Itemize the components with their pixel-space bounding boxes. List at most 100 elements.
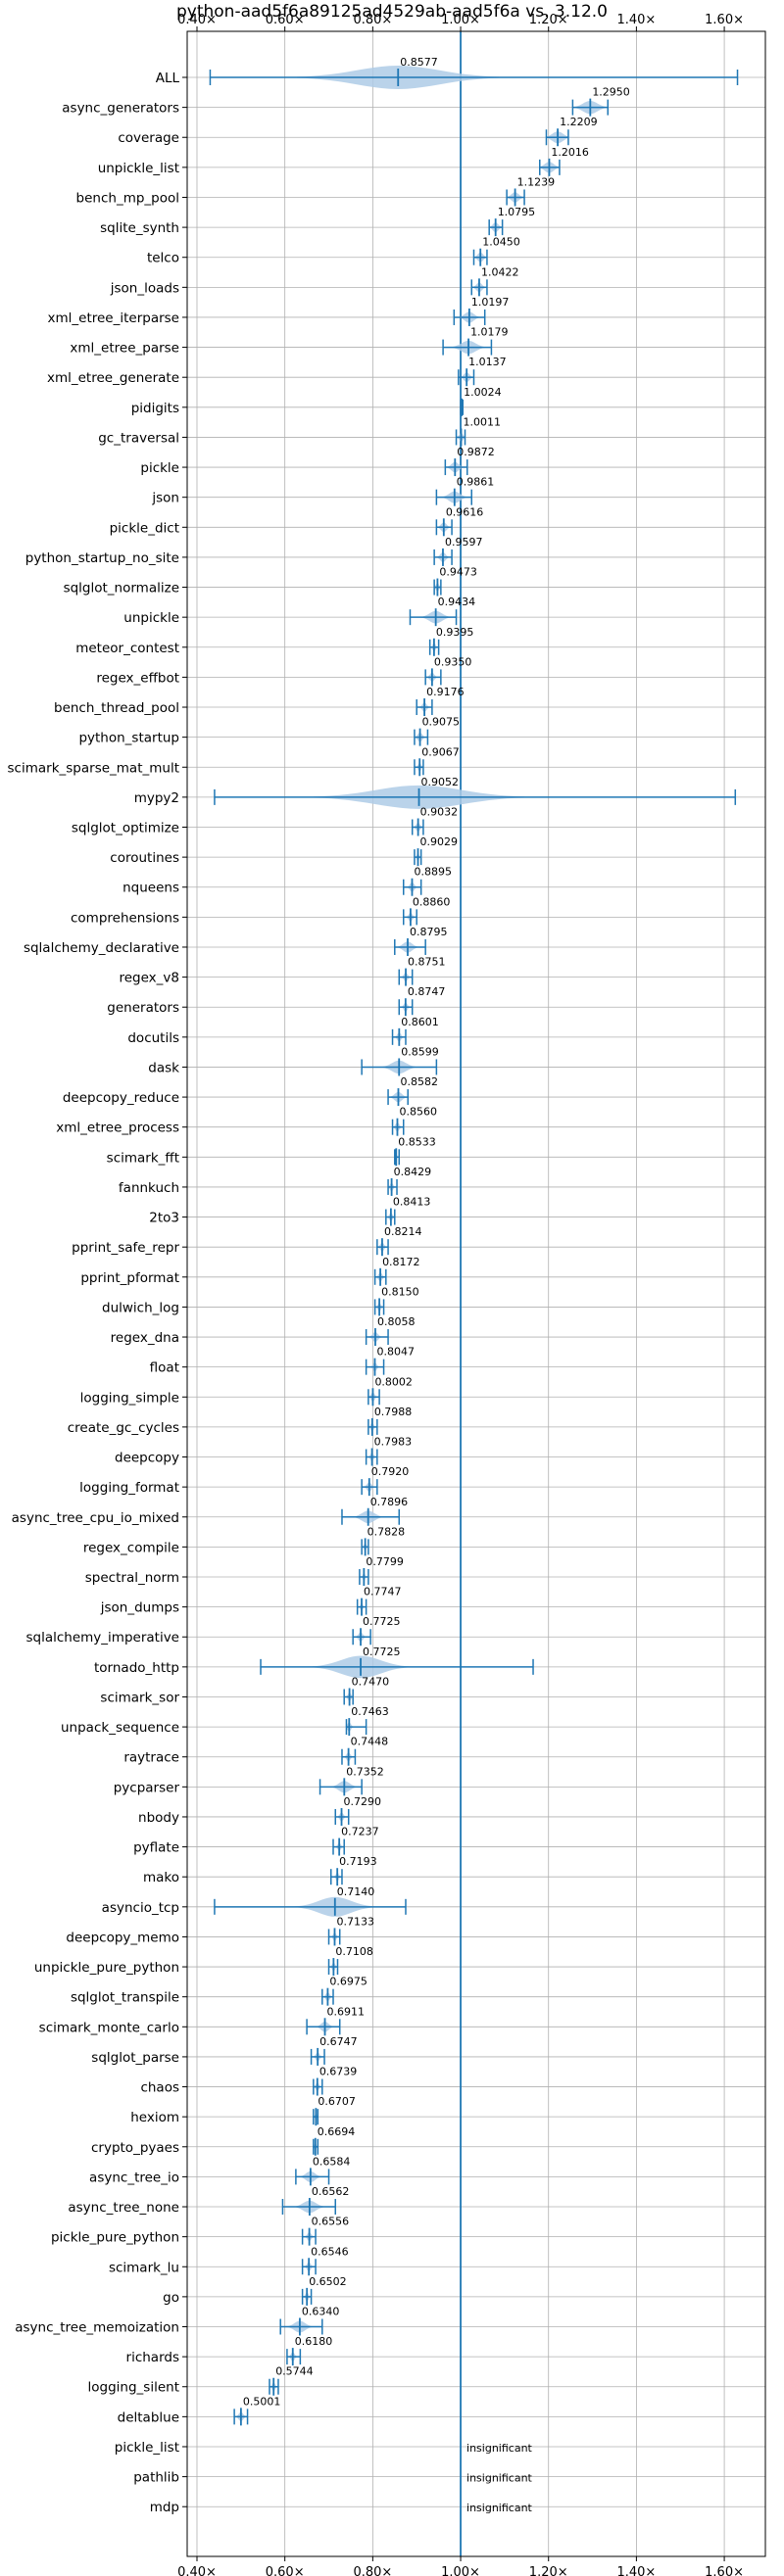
x-tick-label-top: 1.00× (441, 13, 480, 27)
value-label: 0.8533 (398, 1135, 436, 1148)
value-label: 0.8582 (400, 1075, 438, 1088)
category-label: scimark_sparse_mat_mult (8, 760, 179, 776)
value-label: 0.5744 (275, 2365, 314, 2378)
value-label: 0.9350 (434, 655, 472, 668)
value-label: 1.0137 (468, 356, 507, 368)
value-label: 0.8860 (413, 895, 451, 908)
x-tick-label-top: 0.40× (177, 13, 217, 27)
category-label: spectral_norm (85, 1570, 179, 1586)
category-label: async_generators (62, 101, 179, 117)
value-label: 0.6546 (311, 2245, 349, 2258)
category-label: json_loads (110, 280, 179, 296)
violin-marks (209, 31, 739, 2556)
category-label: meteor_contest (75, 641, 179, 656)
category-label: xml_etree_generate (47, 370, 179, 386)
category-label: xml_etree_process (56, 1121, 179, 1136)
value-label: 0.8172 (382, 1256, 420, 1268)
labels: 0.40× 0.40× 0.60× 0.60× 0.80× 0.80× 1.00× 1.00×… (8, 13, 744, 2576)
value-label: 0.8577 (400, 56, 438, 69)
category-label: regex_compile (83, 1540, 179, 1555)
x-tick-label-bottom: 1.20× (529, 2565, 568, 2576)
category-label: async_tree_none (68, 2200, 179, 2216)
category-label: nqueens (122, 881, 179, 896)
x-tick-label-top: 0.80× (353, 13, 392, 27)
value-label: 0.9861 (457, 476, 495, 489)
value-label: 0.6747 (319, 2035, 358, 2048)
value-label: 0.7896 (370, 1496, 409, 1508)
value-label: 0.9075 (422, 716, 461, 729)
category-label: unpickle (123, 610, 179, 626)
value-label: 0.7463 (351, 1705, 389, 1718)
x-tick-label-bottom: 1.00× (441, 2565, 480, 2576)
category-label: pycparser (114, 1780, 180, 1795)
category-label: coverage (118, 130, 179, 146)
value-label: 0.6584 (313, 2155, 351, 2168)
value-label: 0.8150 (381, 1285, 419, 1298)
value-label: 0.7352 (346, 1765, 384, 1778)
category-label: pprint_safe_repr (72, 1240, 179, 1256)
value-label: 1.0197 (471, 296, 510, 309)
category-label: sqlglot_normalize (64, 581, 179, 596)
value-label: 0.9067 (421, 745, 460, 758)
category-label: unpack_sequence (61, 1720, 179, 1736)
category-label: telco (147, 251, 179, 266)
category-label: scimark_monte_carlo (39, 2020, 179, 2035)
category-label: json_dumps (100, 1600, 179, 1616)
value-label: 0.7988 (374, 1406, 413, 1418)
category-label: hexiom (130, 2110, 179, 2125)
category-label: docutils (127, 1030, 179, 1046)
value-label: 0.7983 (374, 1436, 413, 1449)
value-label: 0.7448 (351, 1736, 389, 1748)
x-tick-label-top: 1.20× (529, 13, 568, 27)
value-label: 0.8413 (393, 1196, 431, 1209)
category-label: generators (107, 1000, 179, 1016)
value-label: 0.8599 (401, 1045, 439, 1058)
insignificant-label: insignificant (466, 2502, 533, 2514)
value-label: 0.7725 (363, 1615, 401, 1628)
category-label: logging_simple (80, 1390, 179, 1406)
value-label: 0.9597 (445, 536, 483, 549)
value-label: 0.8002 (374, 1375, 413, 1388)
value-label: 1.2209 (560, 116, 598, 128)
category-label: sqlite_synth (100, 220, 179, 236)
x-tick-label-bottom: 1.40× (616, 2565, 656, 2576)
category-label: sqlalchemy_declarative (24, 940, 179, 956)
category-label: nbody (138, 1810, 179, 1826)
category-label: xml_etree_parse (70, 341, 179, 357)
value-label: 0.9052 (421, 776, 460, 788)
value-label: 0.6502 (309, 2275, 347, 2288)
value-label: 0.7193 (339, 1855, 377, 1868)
value-label: 0.6180 (295, 2335, 333, 2348)
value-label: 0.8601 (401, 1016, 439, 1028)
category-label: xml_etree_iterparse (48, 310, 180, 326)
value-label: 0.7290 (344, 1795, 382, 1808)
category-label: async_tree_io (89, 2170, 179, 2185)
value-label: 0.9434 (438, 596, 476, 608)
category-label: pyflate (133, 1840, 179, 1856)
category-label: scimark_sor (100, 1690, 179, 1705)
x-tick-label-bottom: 0.80× (353, 2565, 392, 2576)
value-label: 1.0450 (482, 236, 520, 249)
value-label: 0.8560 (399, 1106, 437, 1119)
value-label: 0.8214 (384, 1225, 422, 1238)
category-label: scimark_fft (107, 1150, 179, 1166)
value-label: 1.0011 (464, 415, 502, 428)
value-label: 0.8895 (414, 866, 452, 879)
value-label: 0.6556 (312, 2216, 350, 2228)
value-label: 0.6739 (319, 2066, 358, 2078)
category-label: json (151, 491, 179, 506)
value-label: 1.0179 (470, 326, 509, 339)
category-label: gc_traversal (98, 430, 179, 446)
value-label: 0.7747 (364, 1586, 402, 1598)
category-label: pickle_pure_python (51, 2230, 179, 2246)
value-label: 0.9395 (436, 626, 474, 639)
category-label: python_startup (78, 731, 179, 746)
value-label: 0.9473 (439, 566, 477, 579)
category-label: regex_dna (111, 1330, 179, 1346)
category-label: deepcopy (115, 1451, 179, 1466)
x-tick-label-bottom: 1.60× (705, 2565, 744, 2576)
value-label: 0.8429 (394, 1166, 432, 1178)
category-label: async_tree_cpu_io_mixed (12, 1510, 179, 1526)
value-label: 0.6340 (302, 2306, 340, 2318)
category-label: deepcopy_reduce (63, 1090, 179, 1106)
